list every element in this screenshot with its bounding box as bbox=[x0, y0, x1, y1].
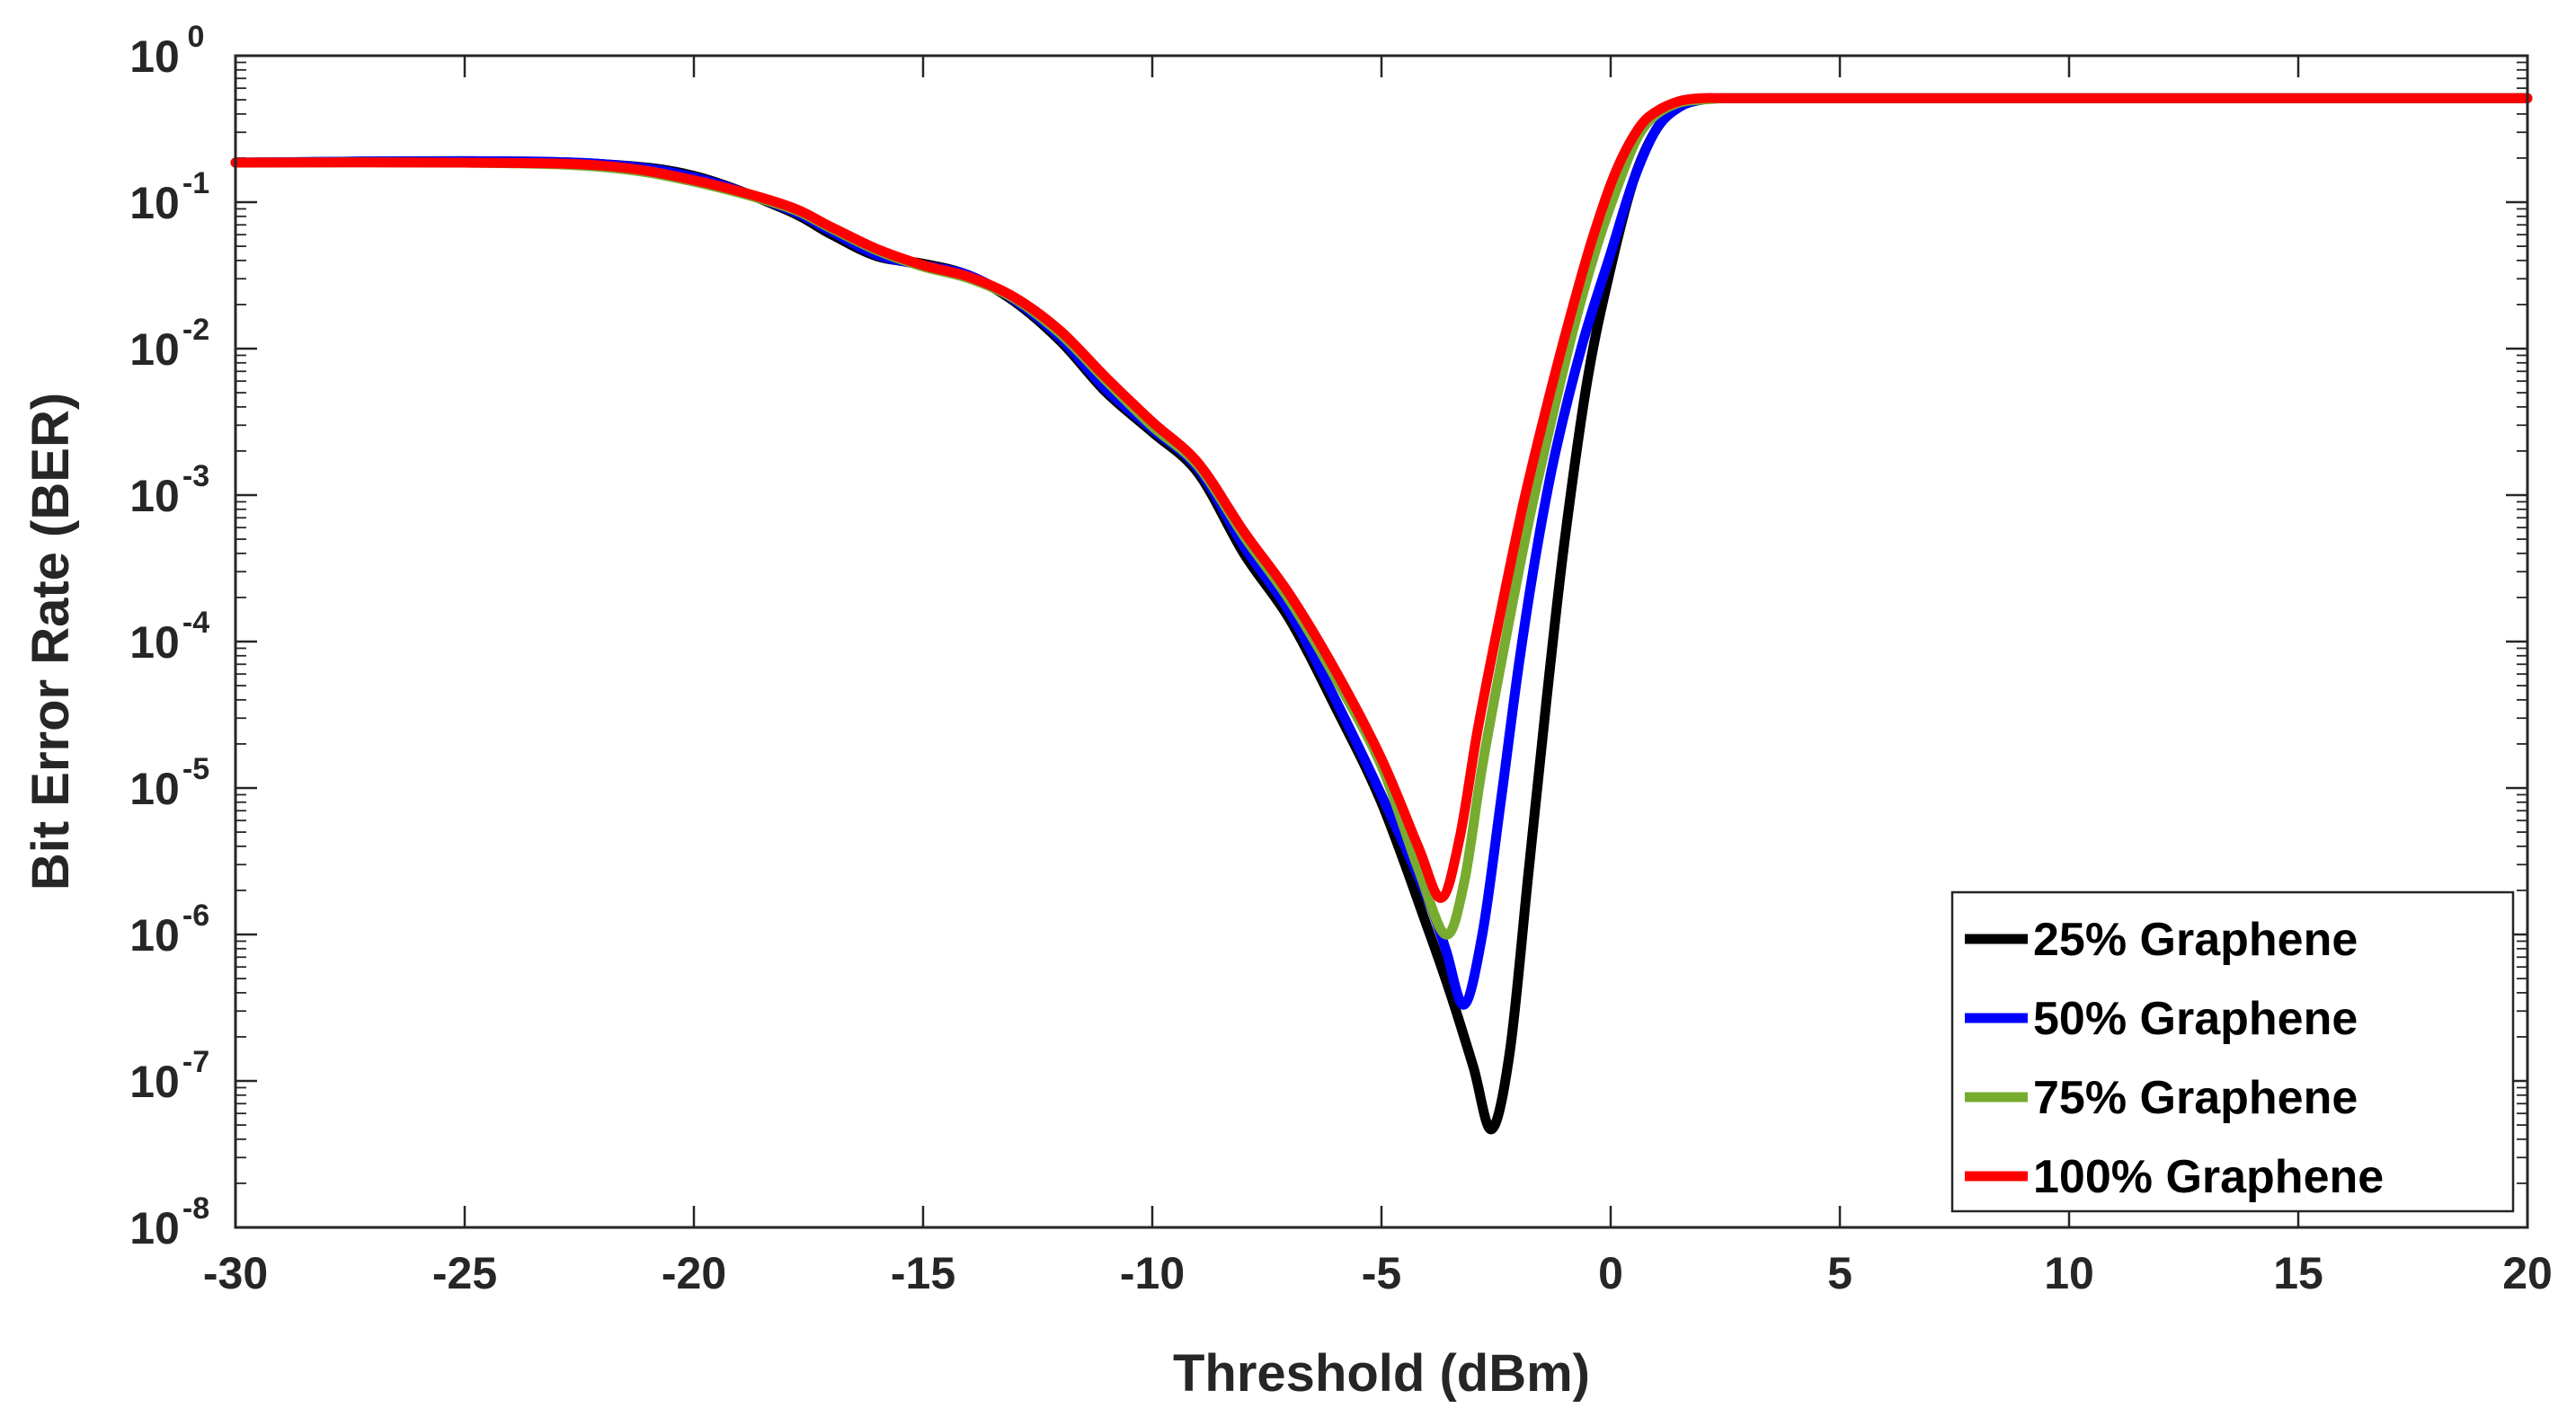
series-line-4 bbox=[230, 93, 2533, 903]
y-tick-label: 10 bbox=[129, 471, 180, 521]
x-tick-label: 15 bbox=[2273, 1248, 2323, 1298]
x-tick-label: -30 bbox=[203, 1248, 268, 1298]
y-tick-exponent: 0 bbox=[188, 20, 205, 54]
y-axis-title: Bit Error Rate (BER) bbox=[22, 393, 80, 890]
y-tick-label: 10 bbox=[129, 178, 180, 228]
y-tick-label: 10 bbox=[129, 31, 180, 82]
x-axis-label: Threshold (dBm) bbox=[1173, 1344, 1590, 1403]
x-tick-label: 0 bbox=[1598, 1248, 1623, 1298]
x-tick-label: -15 bbox=[891, 1248, 955, 1298]
y-tick-label: 10 bbox=[129, 1057, 180, 1107]
series-line-2 bbox=[230, 93, 2533, 1010]
x-tick-label: 20 bbox=[2502, 1248, 2553, 1298]
plot-frame bbox=[234, 54, 2529, 1229]
y-tick-label: 10 bbox=[129, 617, 180, 668]
y-tick-exponent: -7 bbox=[182, 1045, 209, 1079]
x-tick-label: 10 bbox=[2044, 1248, 2094, 1298]
legend-entries: 25% Graphene 50% Graphene 75% Graphene 100%… bbox=[1965, 914, 2384, 1203]
legend-label: 75% Graphene bbox=[2033, 1072, 2358, 1124]
x-tick-label: -25 bbox=[432, 1248, 497, 1298]
legend-box bbox=[1950, 890, 2515, 1213]
legend-label: 100% Graphene bbox=[2033, 1151, 2384, 1203]
y-tick-exponent: -3 bbox=[182, 459, 209, 493]
y-tick-label: 10 bbox=[129, 1203, 180, 1253]
y-tick-exponent: -4 bbox=[182, 606, 209, 640]
legend-label: 50% Graphene bbox=[2033, 993, 2358, 1045]
y-tick-label: 10 bbox=[129, 910, 180, 961]
y-tick-label: 10 bbox=[129, 764, 180, 814]
y-axis-label: Bit Error Rate (BER) bbox=[22, 393, 80, 890]
x-tick-label: -20 bbox=[662, 1248, 726, 1298]
legend-label: 25% Graphene bbox=[2033, 914, 2358, 966]
x-tick-label: -10 bbox=[1120, 1248, 1185, 1298]
y-tick-exponent: -8 bbox=[182, 1191, 209, 1226]
y-tick-exponent: -1 bbox=[182, 166, 209, 200]
x-axis-title: Threshold (dBm) bbox=[1173, 1344, 1590, 1403]
x-tick-label: -5 bbox=[1362, 1248, 1401, 1298]
y-tick-exponent: -2 bbox=[182, 313, 209, 347]
y-tick-exponent: -5 bbox=[182, 752, 209, 786]
y-tick-exponent: -6 bbox=[182, 899, 209, 933]
x-tick-label: 5 bbox=[1827, 1248, 1852, 1298]
legend: 25% Graphene 50% Graphene 75% Graphene 100%… bbox=[1950, 890, 2515, 1213]
series-layer bbox=[230, 93, 2533, 1135]
y-tick-label: 10 bbox=[129, 324, 180, 375]
